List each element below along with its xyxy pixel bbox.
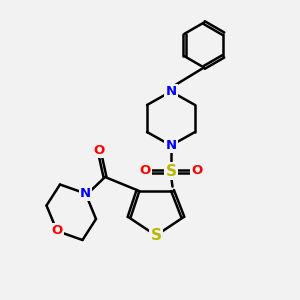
Text: S: S — [166, 164, 176, 178]
Text: N: N — [80, 187, 91, 200]
Text: S: S — [151, 228, 161, 243]
Text: O: O — [51, 224, 63, 238]
Text: N: N — [165, 85, 177, 98]
Text: O: O — [191, 164, 202, 178]
Text: O: O — [93, 143, 105, 157]
Text: N: N — [165, 139, 177, 152]
Text: O: O — [140, 164, 151, 178]
